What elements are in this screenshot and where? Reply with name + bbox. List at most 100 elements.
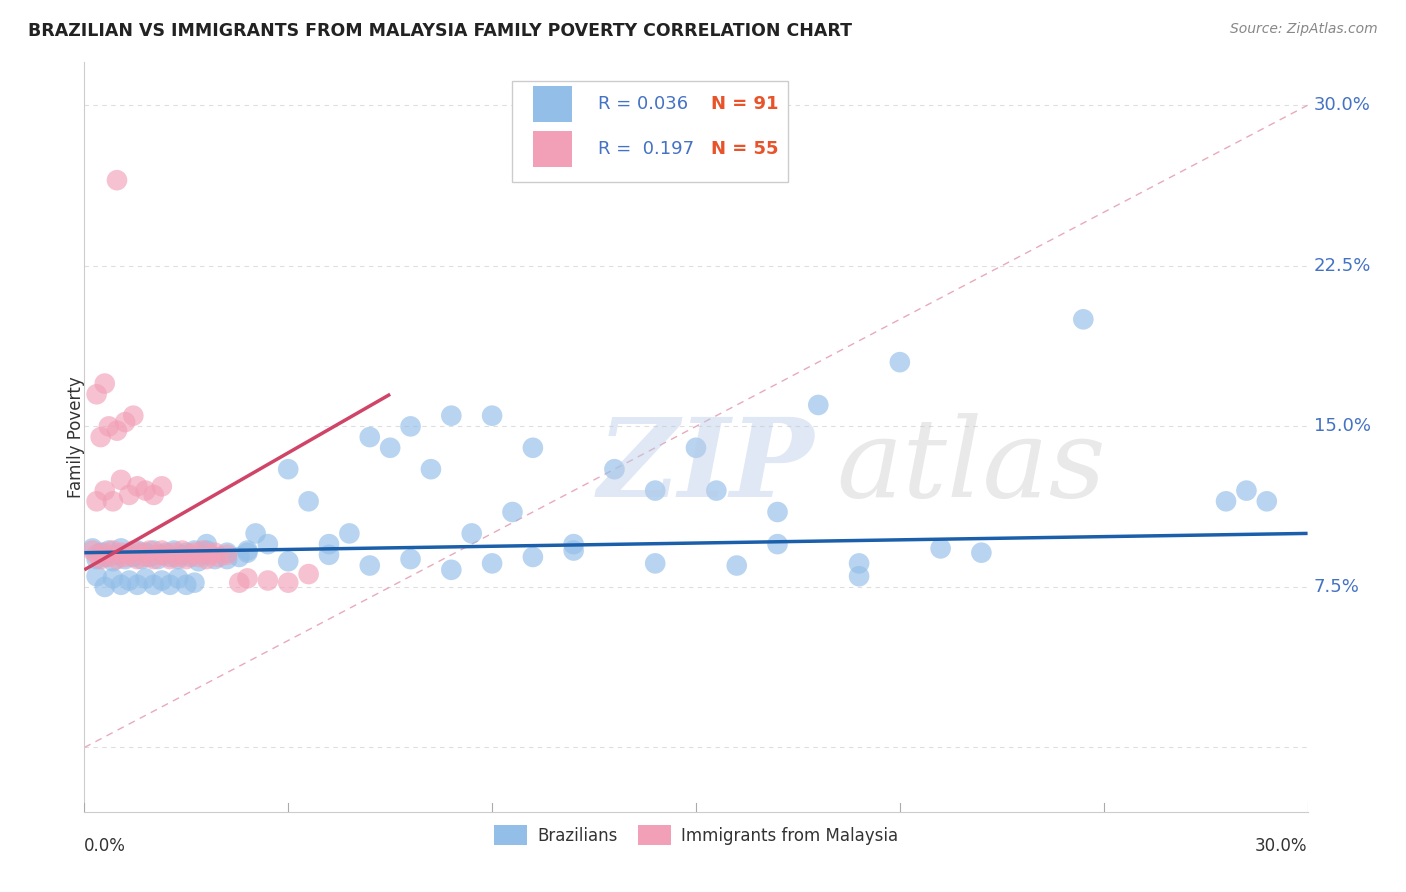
Point bbox=[217, 548, 239, 562]
Point bbox=[1256, 494, 1278, 508]
Point bbox=[93, 483, 115, 498]
Point bbox=[183, 546, 205, 560]
Point bbox=[277, 554, 299, 568]
Point bbox=[122, 409, 145, 423]
Point bbox=[86, 552, 108, 566]
Point bbox=[146, 548, 169, 562]
Text: 30.0%: 30.0% bbox=[1313, 96, 1371, 114]
Point bbox=[174, 578, 197, 592]
Point bbox=[142, 488, 165, 502]
Point bbox=[159, 549, 181, 564]
Point bbox=[159, 578, 181, 592]
Point bbox=[93, 376, 115, 391]
Point bbox=[179, 548, 201, 562]
Point bbox=[685, 441, 707, 455]
Point bbox=[159, 552, 181, 566]
Point bbox=[167, 571, 190, 585]
Point bbox=[380, 441, 402, 455]
Point bbox=[127, 479, 149, 493]
Point bbox=[187, 554, 209, 568]
Point bbox=[127, 552, 149, 566]
Point bbox=[195, 552, 218, 566]
Text: 0.0%: 0.0% bbox=[84, 838, 127, 855]
Point bbox=[93, 549, 115, 564]
Point bbox=[146, 552, 169, 566]
Point bbox=[889, 355, 911, 369]
Point bbox=[195, 543, 218, 558]
Point bbox=[105, 552, 128, 566]
Point bbox=[93, 580, 115, 594]
Point bbox=[183, 575, 205, 590]
Point bbox=[97, 549, 120, 564]
Point bbox=[277, 462, 299, 476]
Point bbox=[562, 543, 585, 558]
Point bbox=[807, 398, 830, 412]
Point bbox=[114, 415, 136, 429]
Point bbox=[90, 430, 112, 444]
Point bbox=[86, 387, 108, 401]
Point bbox=[150, 543, 173, 558]
Legend: Brazilians, Immigrants from Malaysia: Brazilians, Immigrants from Malaysia bbox=[494, 825, 898, 845]
Point bbox=[172, 548, 194, 562]
Point bbox=[142, 543, 165, 558]
Text: Source: ZipAtlas.com: Source: ZipAtlas.com bbox=[1230, 22, 1378, 37]
Point bbox=[174, 546, 197, 560]
Text: R = 0.036: R = 0.036 bbox=[598, 95, 689, 113]
Point bbox=[603, 462, 626, 476]
Point bbox=[318, 537, 340, 551]
Point bbox=[135, 483, 157, 498]
Point bbox=[970, 546, 993, 560]
Point bbox=[440, 563, 463, 577]
Point bbox=[127, 578, 149, 592]
Point bbox=[1236, 483, 1258, 498]
Point bbox=[481, 557, 503, 571]
Point bbox=[236, 546, 259, 560]
Point bbox=[150, 548, 173, 562]
Point bbox=[150, 574, 173, 588]
Point bbox=[644, 483, 666, 498]
Point bbox=[110, 546, 132, 560]
Point bbox=[359, 430, 381, 444]
Point bbox=[204, 546, 226, 560]
Point bbox=[725, 558, 748, 573]
Point bbox=[208, 549, 231, 564]
Point bbox=[138, 549, 160, 564]
Point bbox=[172, 543, 194, 558]
Point bbox=[318, 548, 340, 562]
Point bbox=[706, 483, 728, 498]
Point bbox=[118, 548, 141, 562]
Point bbox=[174, 552, 197, 566]
Point bbox=[217, 546, 239, 560]
Point bbox=[86, 569, 108, 583]
Point bbox=[142, 552, 165, 566]
Point bbox=[110, 473, 132, 487]
Point bbox=[339, 526, 361, 541]
Point bbox=[118, 546, 141, 560]
Point bbox=[187, 549, 209, 564]
Point bbox=[131, 552, 153, 566]
Y-axis label: Family Poverty: Family Poverty bbox=[67, 376, 84, 498]
Point bbox=[82, 541, 104, 556]
Bar bbox=[533, 131, 572, 168]
Point bbox=[86, 494, 108, 508]
Point bbox=[522, 441, 544, 455]
Point bbox=[228, 575, 250, 590]
Point bbox=[97, 543, 120, 558]
Point bbox=[118, 574, 141, 588]
FancyBboxPatch shape bbox=[513, 81, 787, 182]
Text: N = 91: N = 91 bbox=[710, 95, 778, 113]
Point bbox=[191, 543, 214, 558]
Point bbox=[522, 549, 544, 564]
Point bbox=[105, 548, 128, 562]
Point bbox=[150, 479, 173, 493]
Point bbox=[298, 567, 321, 582]
Point bbox=[848, 557, 870, 571]
Point bbox=[155, 546, 177, 560]
Point bbox=[97, 419, 120, 434]
Point bbox=[481, 409, 503, 423]
Point bbox=[82, 543, 104, 558]
Point bbox=[90, 546, 112, 560]
Point bbox=[359, 558, 381, 573]
Point bbox=[118, 488, 141, 502]
Text: N = 55: N = 55 bbox=[710, 140, 778, 159]
